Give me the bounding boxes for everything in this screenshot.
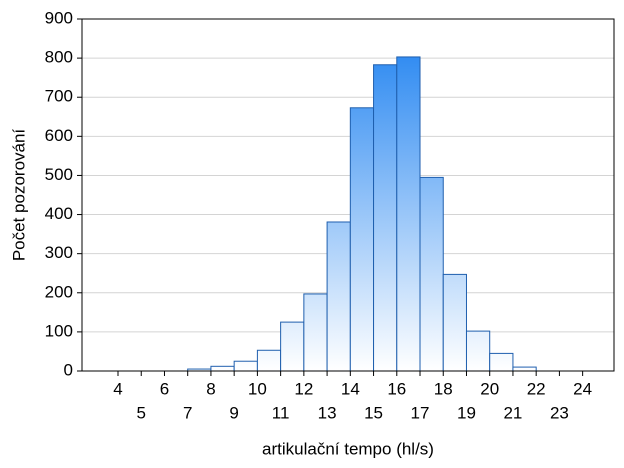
y-tick-label: 800 (45, 48, 73, 67)
x-tick-label: 24 (573, 379, 592, 398)
bar (396, 56, 421, 372)
bar (465, 330, 491, 372)
x-tick-label: 4 (113, 379, 122, 398)
y-tick-label: 400 (45, 204, 73, 223)
x-tick-label: 18 (434, 379, 453, 398)
bar (210, 365, 235, 372)
x-tick-label: 10 (248, 379, 267, 398)
x-tick-label: 17 (411, 403, 430, 422)
x-tick-label: 14 (341, 379, 360, 398)
bar (442, 273, 467, 372)
bar (303, 293, 328, 372)
x-tick-label: 20 (480, 379, 499, 398)
x-tick-label: 7 (183, 403, 192, 422)
y-tick-label: 300 (45, 243, 73, 262)
bar (512, 366, 537, 372)
x-tick-label: 13 (318, 403, 337, 422)
bar (419, 176, 444, 372)
y-tick-label: 200 (45, 282, 73, 301)
x-tick-label: 19 (457, 403, 476, 422)
bar (349, 107, 375, 372)
plot-frame (81, 18, 615, 372)
y-tick-label: 100 (45, 321, 73, 340)
x-axis-title: artikulační tempo (hl/s) (262, 439, 434, 458)
bar (489, 352, 514, 372)
y-tick-label: 700 (45, 87, 73, 106)
x-tick-label: 21 (503, 403, 522, 422)
x-tick-label: 23 (550, 403, 569, 422)
bar (256, 349, 282, 372)
x-tick-label: 8 (206, 379, 215, 398)
y-tick-label: 900 (45, 8, 73, 27)
x-tick-label: 16 (387, 379, 406, 398)
bar (326, 221, 351, 372)
bar (280, 321, 305, 372)
y-tick-label: 500 (45, 165, 73, 184)
y-axis-title: Počet pozorování (9, 129, 28, 262)
x-tick-label: 22 (527, 379, 546, 398)
x-tick-label: 9 (229, 403, 238, 422)
x-tick-label: 12 (294, 379, 313, 398)
y-tick-label: 600 (45, 126, 73, 145)
x-tick-label: 6 (160, 379, 169, 398)
x-tick-label: 15 (364, 403, 383, 422)
x-tick-label: 11 (272, 403, 290, 422)
bar (233, 360, 258, 372)
x-tick-label: 5 (137, 403, 146, 422)
bar (373, 64, 398, 372)
y-tick-label: 0 (64, 360, 73, 379)
